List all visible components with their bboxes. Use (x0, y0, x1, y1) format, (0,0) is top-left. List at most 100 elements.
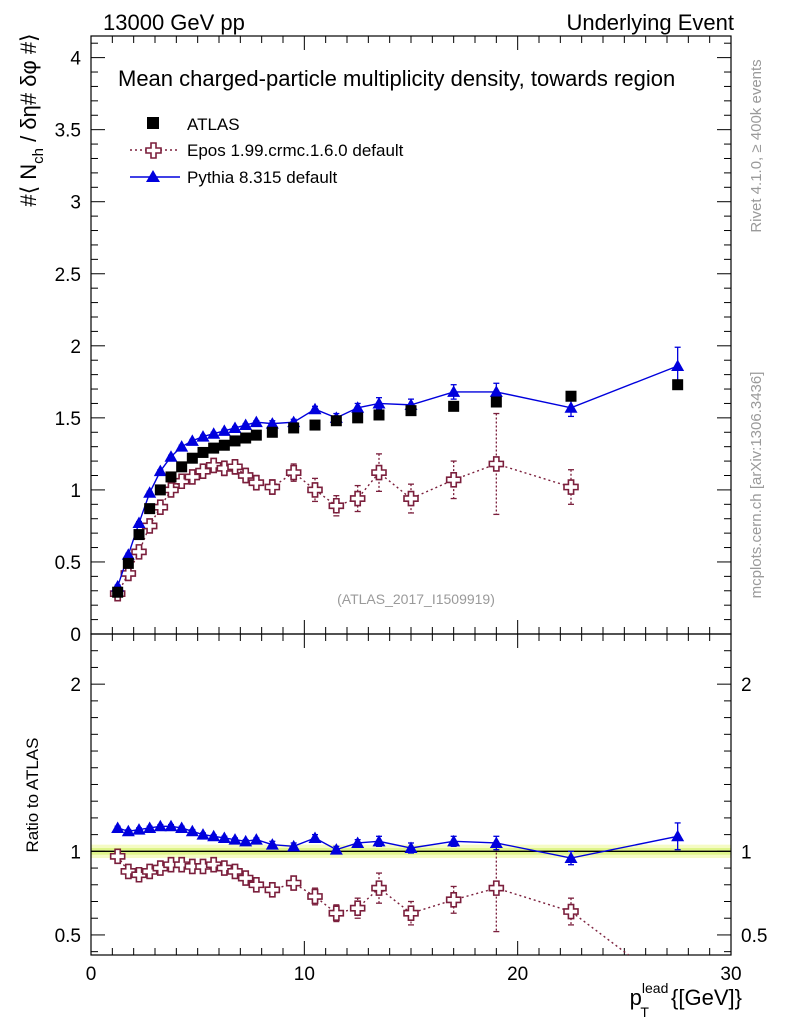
data-point-atlas (309, 419, 321, 431)
y-tick-label-right: 0.5 (741, 926, 767, 947)
data-point-pythia (217, 831, 231, 843)
data-point-atlas (240, 432, 252, 444)
y-tick-label: 2 (70, 675, 81, 696)
data-point-pythia (265, 417, 279, 429)
ratio-ticks: 0.5 0.51 12 20 10 20 30 (55, 633, 767, 985)
data-point-epos (184, 469, 201, 485)
data-point-pythia (217, 424, 231, 436)
data-point-epos (227, 459, 243, 475)
main-y-axis-label-sub: ch (30, 148, 47, 164)
data-point-pythia (372, 396, 386, 409)
x-tick-label: 10 (294, 964, 315, 985)
data-point-atlas (186, 452, 198, 464)
data-point-epos (285, 464, 302, 481)
header-right: Underlying Event (566, 10, 734, 35)
data-point-epos (205, 856, 222, 873)
data-point-atlas (288, 422, 300, 434)
data-point-epos (216, 460, 233, 477)
data-point-pythia (143, 821, 157, 833)
data-point-epos (349, 900, 366, 916)
data-point-pythia (175, 821, 189, 833)
data-point-epos (307, 888, 323, 905)
data-point-epos (141, 863, 158, 880)
data-point-atlas (197, 446, 209, 458)
legend-marker-epos (145, 142, 162, 159)
data-point-pythia (372, 834, 386, 847)
data-point-epos (248, 474, 265, 491)
data-point-pythia (164, 450, 178, 462)
data-point-atlas (373, 409, 385, 421)
y-tick-label: 4 (70, 49, 81, 70)
data-point-pythia (175, 440, 189, 452)
data-point-epos (163, 482, 179, 498)
x-axis-label: plead T {[GeV]} (630, 980, 742, 1020)
data-point-epos (152, 860, 169, 876)
data-point-pythia (265, 838, 279, 850)
data-point-atlas (122, 557, 134, 569)
data-point-pythia (489, 385, 503, 397)
data-point-pythia (196, 430, 210, 442)
data-point-atlas (250, 429, 262, 441)
data-point-pythia (185, 434, 199, 446)
data-point-epos (195, 858, 211, 875)
data-point-pythia (207, 829, 221, 842)
data-point-pythia (164, 819, 178, 832)
data-point-pythia (153, 464, 167, 477)
y-tick-label: 1 (70, 481, 81, 502)
data-point-epos (328, 905, 345, 922)
data-point-atlas (330, 415, 342, 427)
x-axis-label-sub: T (640, 1004, 649, 1020)
data-point-pythia (308, 402, 322, 415)
data-point-atlas (229, 435, 241, 447)
data-point-atlas (490, 396, 502, 408)
data-point-epos (403, 905, 419, 922)
data-point-atlas (133, 529, 145, 541)
legend-label-pythia: Pythia 8.315 default (187, 168, 338, 187)
data-point-pythia (249, 833, 263, 845)
analysis-watermark: (ATLAS_2017_I1509919) (337, 591, 495, 607)
main-panel: 0 0.5 1 1.5 2 2.5 3 3.5 4 Mean charged-particle … (16, 33, 732, 646)
data-point-epos (488, 456, 505, 472)
y-tick-label: 1 (70, 842, 81, 863)
data-point-epos (237, 870, 254, 886)
ratio-panel: 0.5 0.51 12 20 10 20 30 Ratio to ATLAS (23, 633, 767, 985)
legend-marker-pythia (146, 170, 160, 182)
data-point-epos (488, 880, 505, 896)
data-point-atlas (208, 442, 220, 454)
main-y-axis-label: #⟨ Nch / δη# δφ #⟩ (16, 33, 47, 206)
data-point-epos (264, 479, 281, 495)
data-point-pythia (143, 486, 157, 498)
data-point-atlas (176, 461, 188, 473)
data-point-pythia (564, 401, 578, 413)
mcplots-source-label: mcplots.cern.ch [arXiv:1306.3436] (748, 372, 765, 599)
main-y-axis-label-pre: #⟨ N (16, 164, 41, 207)
data-point-epos (349, 490, 366, 507)
data-point-pythia (132, 823, 146, 835)
header-left: 13000 GeV pp (103, 10, 245, 35)
x-axis-label-sup: lead (642, 980, 668, 996)
data-point-epos (371, 880, 387, 896)
y-tick-label: 0.5 (55, 553, 81, 574)
data-point-epos (563, 479, 579, 495)
data-point-atlas (565, 390, 577, 402)
data-point-atlas (154, 484, 166, 496)
data-point-atlas (266, 426, 278, 438)
data-point-atlas (112, 586, 124, 598)
data-point-epos (227, 863, 243, 880)
data-point-epos (120, 863, 137, 880)
data-point-epos (403, 490, 419, 507)
legend-marker-atlas (147, 117, 159, 129)
chart-title: Mean charged-particle multiplicity densi… (118, 66, 675, 91)
legend: ATLAS Epos 1.99.crmc.1.6.0 default Pythi… (130, 115, 404, 187)
ratio-data (109, 819, 685, 955)
data-point-epos (173, 856, 190, 873)
data-point-pythia (121, 824, 135, 837)
y-tick-label: 2.5 (55, 265, 81, 286)
data-point-pythia (564, 851, 578, 864)
data-point-pythia (447, 834, 461, 847)
data-point-atlas (218, 439, 230, 451)
data-point-epos (109, 848, 126, 865)
data-point-pythia (228, 421, 242, 433)
data-point-pythia (207, 427, 221, 439)
